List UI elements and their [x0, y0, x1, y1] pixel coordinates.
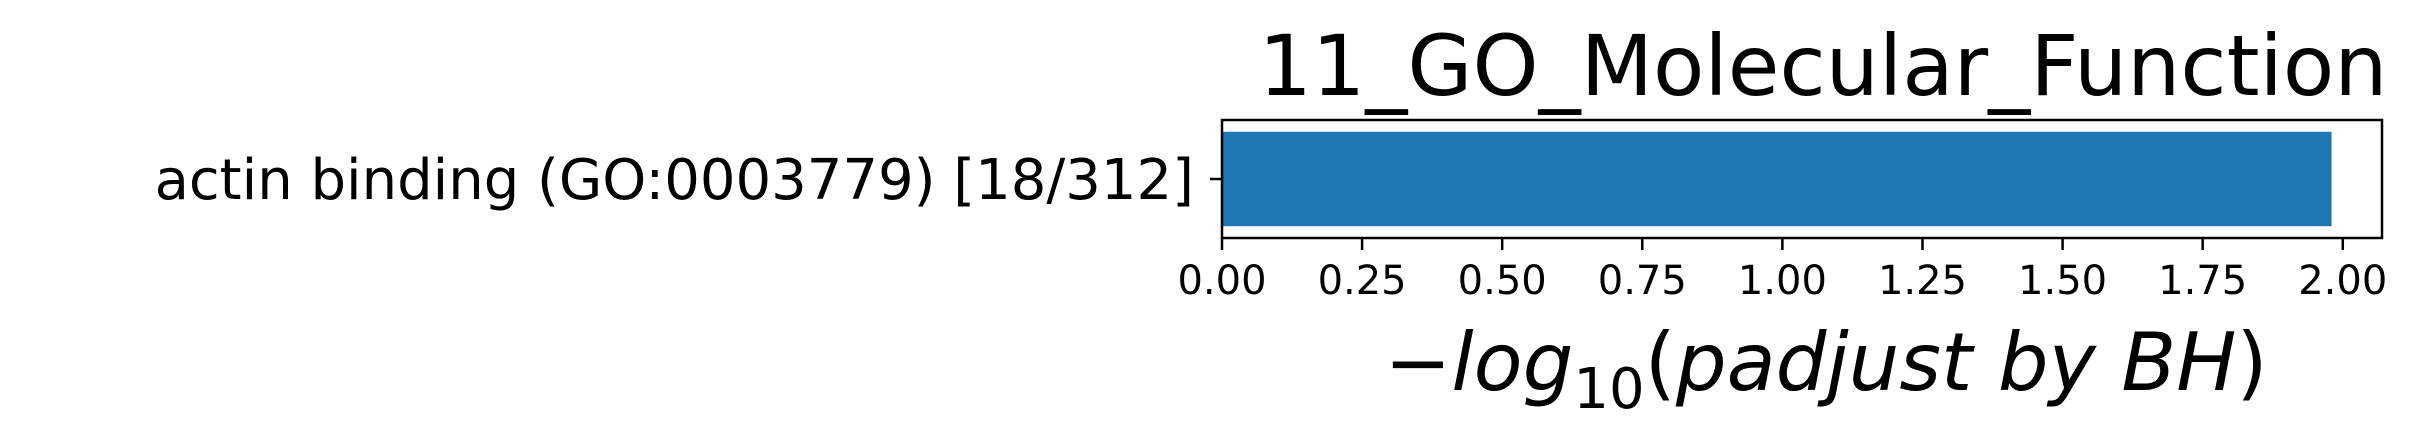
x-axis-ticks: 0.00 0.25 0.50 0.75 1.00 1.25 1.50 1.75 2.00	[1177, 238, 2387, 304]
x-axis-label: −log10(padjust by BH)	[1384, 316, 2267, 422]
x-tick-label: 1.75	[2158, 258, 2247, 304]
x-label-base: 10	[1573, 357, 1644, 422]
category-labels: actin binding (GO:0003779) [18/312]	[155, 148, 1222, 213]
x-label-log: log	[1451, 316, 1573, 409]
x-tick-label: 0.75	[1598, 258, 1687, 304]
x-label-body: padjust by BH	[1675, 316, 2237, 409]
x-tick-label: 2.00	[2298, 258, 2387, 304]
bars-layer	[1222, 131, 2332, 227]
x-tick-label: 1.25	[1878, 258, 1967, 304]
chart-title: 11_GO_Molecular_Function	[1258, 17, 2387, 115]
x-label-close: )	[2236, 316, 2267, 409]
x-tick-label: 1.00	[1738, 258, 1827, 304]
x-tick-label: 1.50	[2018, 258, 2107, 304]
x-tick-label: 0.25	[1318, 258, 1407, 304]
x-label-open: (	[1645, 316, 1676, 409]
x-tick-label: 0.50	[1458, 258, 1547, 304]
x-label-minus: −	[1384, 316, 1451, 409]
plot-frame	[1220, 118, 2384, 240]
x-tick-label: 0.00	[1177, 258, 1266, 304]
bar-0	[1222, 131, 2332, 227]
category-label: actin binding (GO:0003779) [18/312]	[155, 148, 1194, 213]
